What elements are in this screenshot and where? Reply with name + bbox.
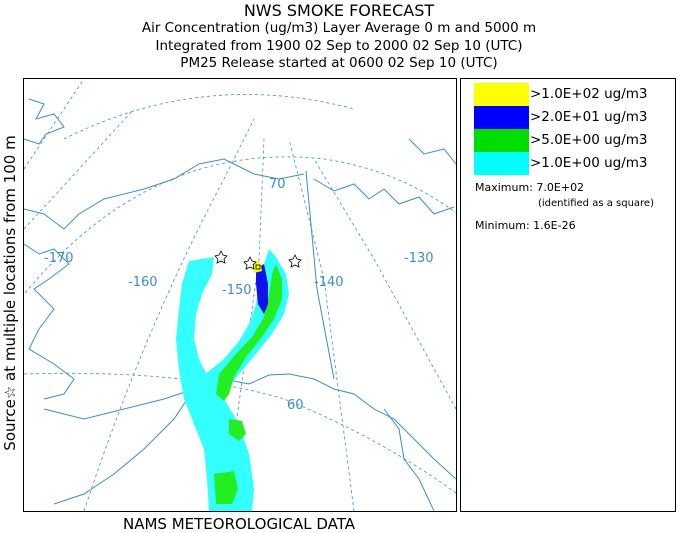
legend-swatch-1: [474, 152, 529, 175]
legend-label: >1.0E+02 ug/m3: [530, 86, 648, 102]
longitude-line-160: [83, 118, 255, 511]
release-start: PM25 Release started at 0600 02 Sep 10 (…: [180, 55, 498, 71]
plume-level-5: [216, 264, 282, 401]
maximum-value: Maximum: 7.0E+02: [475, 181, 585, 194]
source-markers: [214, 250, 302, 270]
alaska-north-coast: [24, 158, 305, 230]
smoke-plume: [176, 249, 289, 511]
longitude-label: -160: [128, 275, 158, 290]
longitude-line-140: [288, 138, 355, 511]
legend-swatch-100: [474, 83, 529, 106]
alaska-west-coast: [24, 243, 75, 400]
latitude-label: 60: [287, 398, 304, 413]
plume-level-5-south: [229, 419, 246, 441]
minimum-value: Minimum: 1.6E-26: [475, 219, 576, 232]
data-source-footer: NAMS METEOROLOGICAL DATA: [123, 515, 355, 533]
legend-item: >1.0E+02 ug/m3: [474, 83, 674, 106]
longitude-label: -150: [222, 283, 252, 298]
legend-item: >5.0E+00 ug/m3: [474, 129, 674, 152]
alaska-peninsula: [53, 388, 195, 505]
legend-panel: >1.0E+02 ug/m3 >2.0E+01 ug/m3 >5.0E+00 u…: [460, 78, 676, 512]
longitude-label: -130: [404, 251, 434, 266]
star-icon: [243, 256, 257, 270]
southeast-coast: [383, 408, 435, 511]
alaska-south-coast: [43, 373, 456, 480]
map-panel: -170 -160 -150 -140 -130 70 60: [23, 78, 457, 512]
legend-label: >5.0E+00 ug/m3: [530, 132, 648, 148]
latitude-label: 70: [269, 177, 286, 192]
plume-level-5-tail: [214, 471, 238, 504]
plume-level-20: [256, 264, 268, 314]
longitude-label: -140: [314, 275, 344, 290]
latitude-line-80: [63, 94, 355, 140]
maximum-note: (identified as a square): [538, 198, 654, 209]
legend-label: >2.0E+01 ug/m3: [530, 109, 648, 125]
star-icon: [214, 250, 228, 264]
canada-arctic-coast: [313, 178, 455, 215]
longitude-line-170: [24, 108, 135, 230]
integration-period: Integrated from 1900 02 Sep to 2000 02 S…: [155, 38, 523, 54]
legend-item: >1.0E+00 ug/m3: [474, 152, 674, 175]
legend-swatch-5: [474, 129, 529, 152]
star-icon: [288, 254, 302, 268]
source-location-label: Source☆ at multiple locations from 100 m: [1, 135, 19, 451]
legend-label: >1.0E+00 ug/m3: [530, 155, 648, 171]
smoke-map: -170 -160 -150 -140 -130 70 60: [24, 79, 456, 511]
canada-border: [305, 170, 335, 380]
maximum-square-icon: [255, 264, 261, 270]
longitude-line-180: [24, 79, 85, 170]
longitude-label: -170: [44, 251, 74, 266]
plume-level-1: [176, 257, 254, 511]
forecast-title: NWS SMOKE FORECAST: [243, 1, 435, 20]
latitude-line-70: [24, 156, 456, 296]
coastlines: [24, 98, 456, 511]
legend-item: >2.0E+01 ug/m3: [474, 106, 674, 129]
hudson-area: [408, 138, 456, 165]
concentration-subtitle: Air Concentration (ug/m3) Layer Average …: [141, 20, 537, 36]
longitude-line-130: [313, 158, 456, 410]
legend-swatch-20: [474, 106, 529, 129]
siberia-coast: [24, 98, 65, 145]
